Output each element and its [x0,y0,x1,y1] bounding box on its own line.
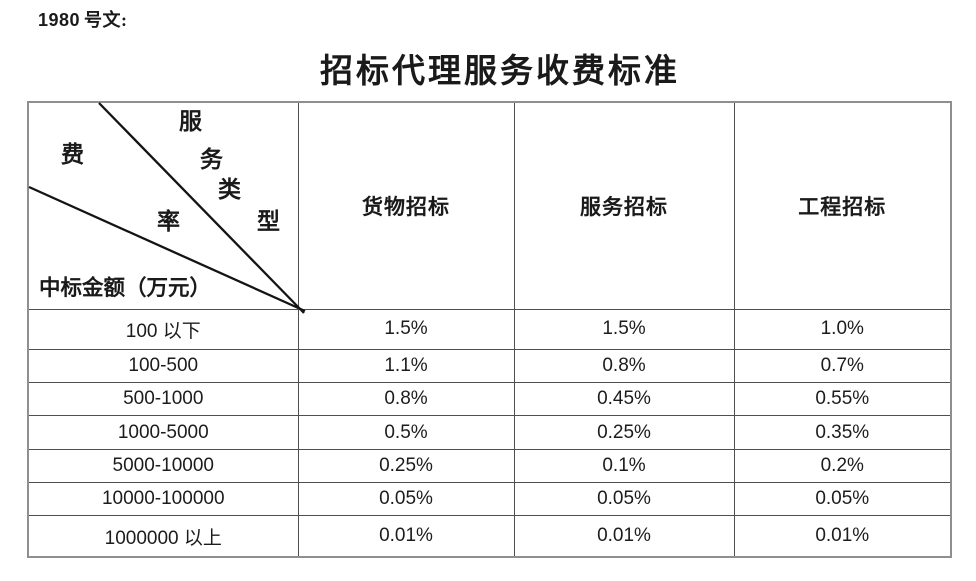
fee-value: 1.0% [733,308,952,350]
fee-value: 1.5% [513,308,735,350]
service-type-char-1: 服 [179,109,202,134]
row-label: 1000-5000 [27,415,299,450]
table-header-row: 服 务 类 型 费 率 中标金额（万元） 货物招标 服务招标 工程招标 [27,101,952,314]
fee-value: 0.05% [513,481,735,517]
fee-value: 1.5% [297,308,515,350]
table-row: 100-500 1.1% 0.8% 0.7% [27,348,952,384]
fee-value: 0.55% [733,382,952,417]
page-title: 招标代理服务收费标准 [320,54,680,90]
table-row: 500-1000 0.8% 0.45% 0.55% [27,382,952,417]
fee-value: 0.8% [513,348,735,384]
table-row: 100 以下 1.5% 1.5% 1.0% [27,308,952,350]
fee-value: 0.7% [733,348,952,384]
row-label: 10000-100000 [27,481,299,517]
row-label: 500-1000 [27,382,299,417]
fee-value: 0.01% [513,515,735,558]
table-row: 1000-5000 0.5% 0.25% 0.35% [27,415,952,450]
service-type-char-2: 务 [200,147,223,172]
table-row: 1000000 以上 0.01% 0.01% 0.01% [27,515,952,558]
fee-value: 0.01% [297,515,515,558]
row-label: 1000000 以上 [27,515,299,558]
fee-value: 0.05% [733,481,952,517]
doc-number: 1980 [38,10,81,30]
fee-value: 0.2% [733,448,952,483]
fee-value: 0.25% [513,415,735,450]
fee-value: 0.35% [733,415,952,450]
fee-value: 0.1% [513,448,735,483]
corner-amount-label: 中标金额（万元） [39,276,212,300]
fee-table: 服 务 类 型 费 率 中标金额（万元） 货物招标 服务招标 工程招标 100 … [27,101,952,558]
fee-value: 0.8% [297,382,515,417]
doc-reference: 1980 号文: [38,6,128,32]
fee-value: 0.01% [733,515,952,558]
fee-value: 0.25% [297,448,515,483]
table-row: 5000-10000 0.25% 0.1% 0.2% [27,448,952,483]
fee-value: 0.5% [297,415,515,450]
fee-value: 0.45% [513,382,735,417]
column-header-services: 服务招标 [513,101,735,310]
column-header-goods: 货物招标 [297,101,515,310]
service-type-char-3: 类 [218,177,241,202]
table-row: 10000-100000 0.05% 0.05% 0.05% [27,481,952,517]
fee-value: 1.1% [297,348,515,384]
service-type-char-4: 型 [257,209,280,234]
fee-rate-char-2: 率 [157,209,180,234]
fee-rate-char-1: 费 [61,142,84,167]
row-label: 100 以下 [27,308,299,350]
column-header-works: 工程招标 [733,101,952,310]
corner-header-cell: 服 务 类 型 费 率 中标金额（万元） [27,101,306,314]
row-label: 5000-10000 [27,448,299,483]
diagonal-divider-lines [28,102,306,314]
row-label: 100-500 [27,348,299,384]
doc-suffix: 号文: [84,10,128,30]
fee-value: 0.05% [297,481,515,517]
